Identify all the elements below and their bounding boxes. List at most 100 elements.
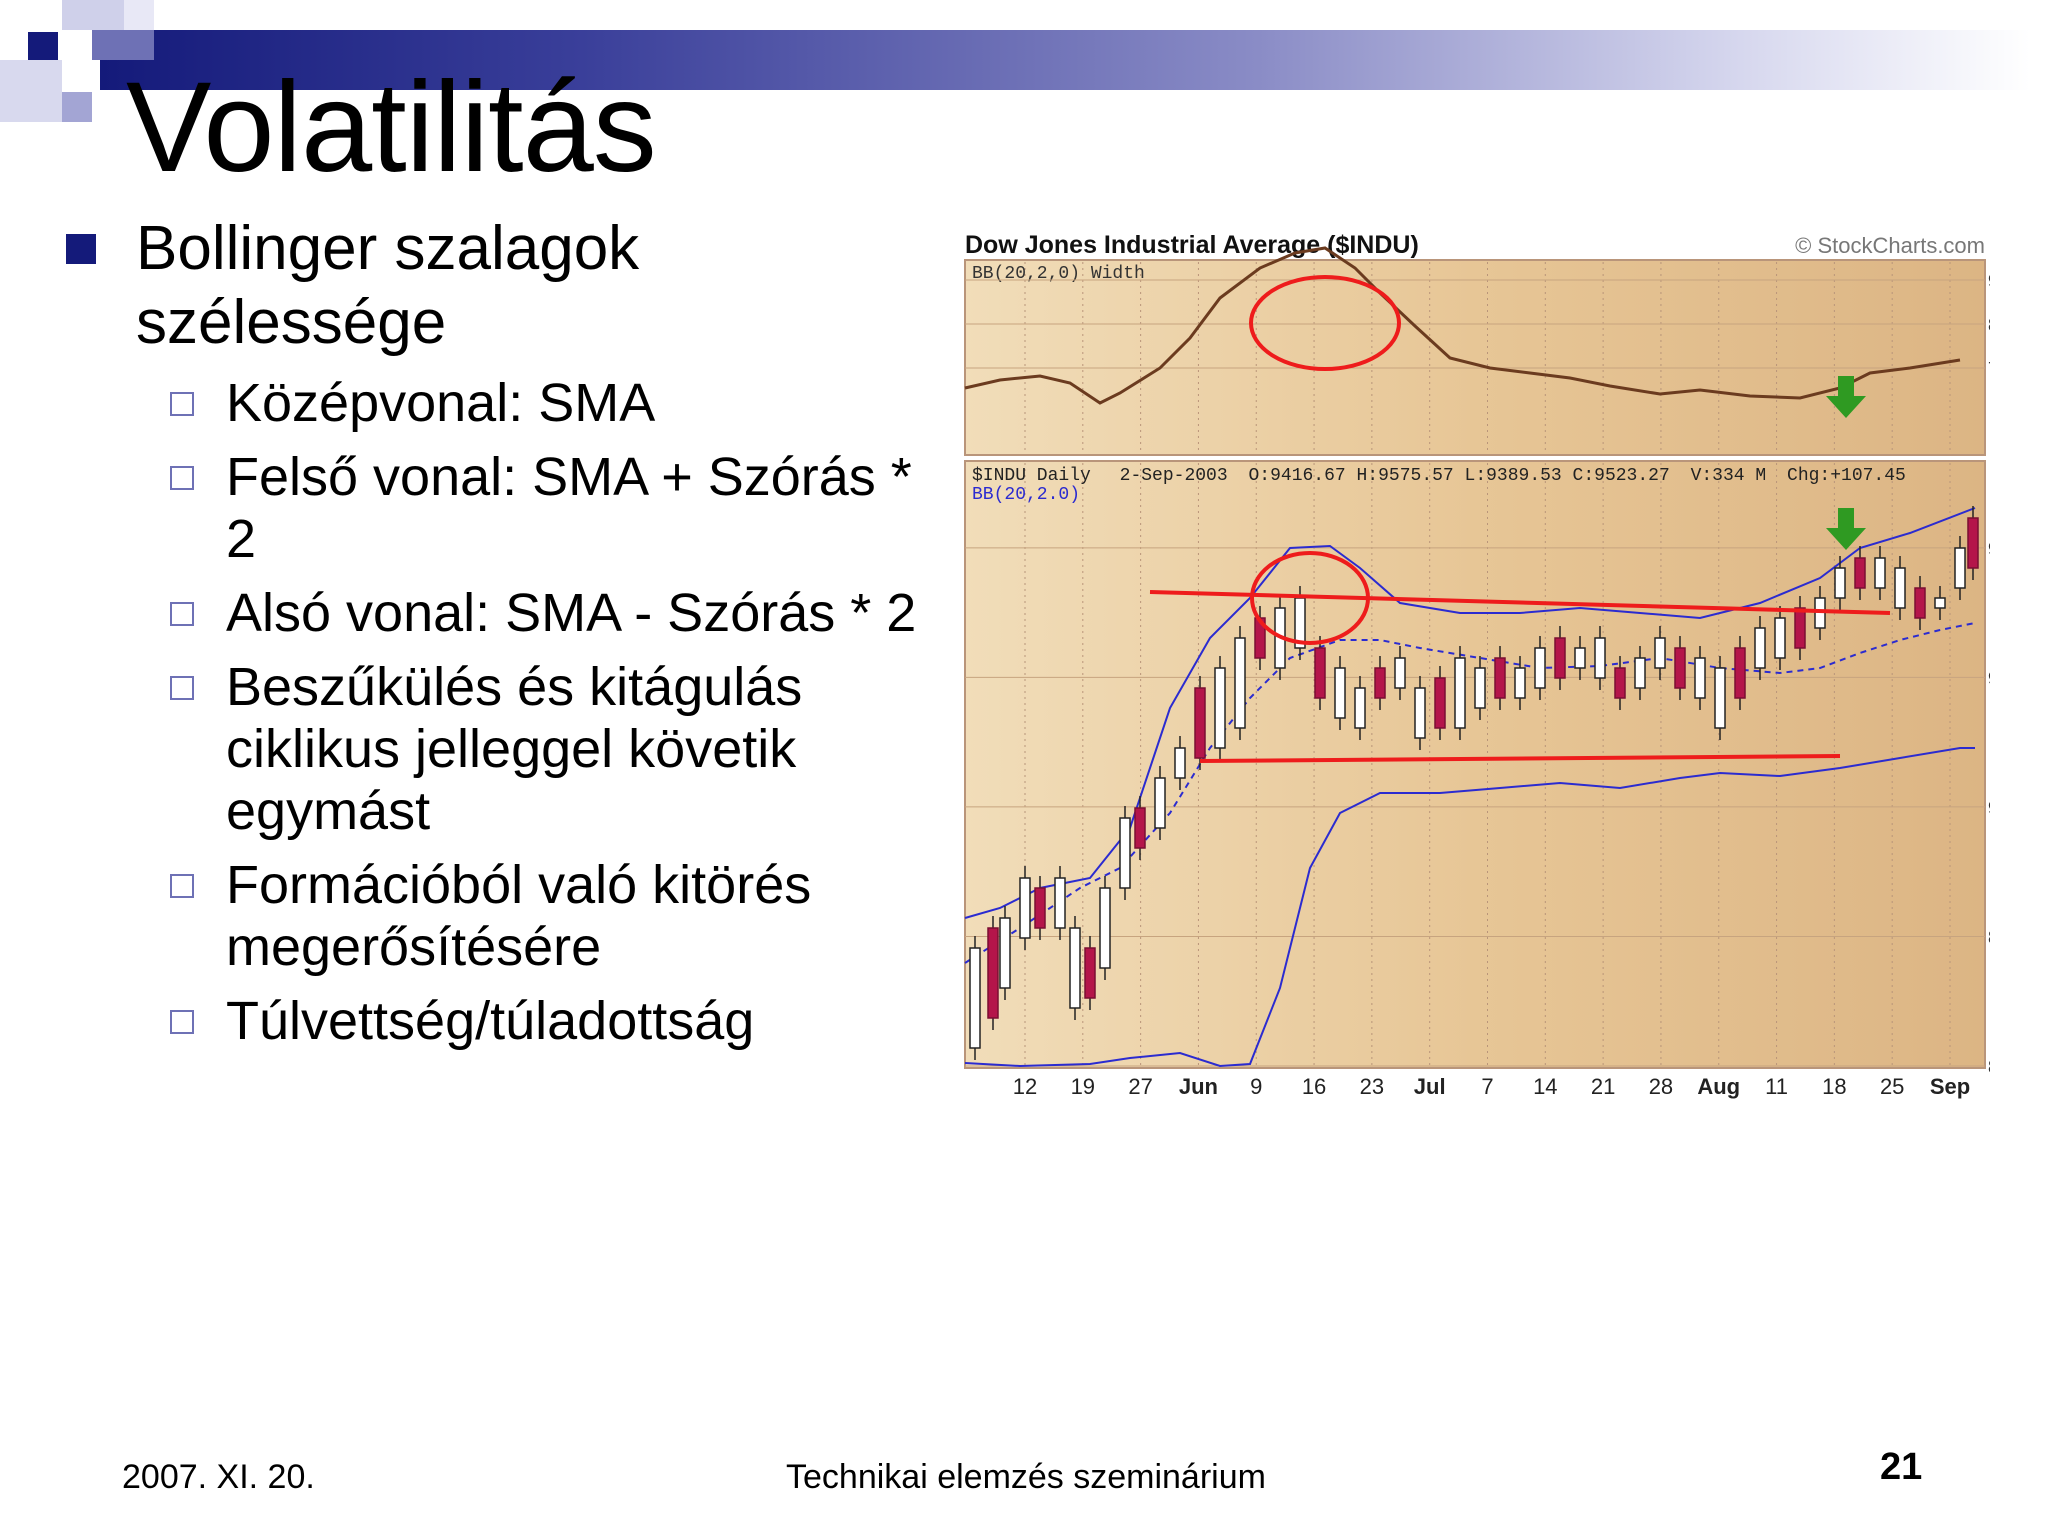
footer-title: Technikai elemzés szeminárium	[786, 1458, 1266, 1496]
candle-body	[1019, 877, 1031, 939]
candle-body	[1714, 667, 1726, 729]
decor-square	[0, 60, 62, 122]
chart-source: © StockCharts.com	[1795, 233, 1985, 258]
candle-body	[1734, 647, 1746, 699]
hollow-square-bullet-icon	[170, 874, 194, 898]
sub-bullet-text: Beszűkülés és kitágulás ciklikus jellegg…	[226, 657, 803, 841]
x-ticks: 12 19 27 Jun 9 16 23 Jul 7 14 21 28 Aug 11 18 25 Sep	[1013, 1074, 1970, 1099]
candle-body	[1119, 817, 1131, 889]
sub-bullet: Felső vonal: SMA + Szórás * 2	[60, 446, 940, 570]
candle-body	[1834, 567, 1846, 599]
upper-panel	[964, 259, 1986, 456]
candle-body	[1534, 647, 1546, 689]
price-panel-label: $INDU Daily 2-Sep-2003 O:9416.67 H:9575.…	[972, 466, 1906, 486]
candle-body	[1794, 607, 1806, 649]
annotation-circle	[1249, 275, 1401, 371]
x-tick-label: 19	[1071, 1074, 1095, 1099]
candle-body	[1894, 567, 1906, 609]
bullet-level1: Bollinger szalagok szélessége	[60, 212, 940, 360]
candle-body	[1874, 557, 1886, 589]
candle-body	[1674, 647, 1686, 689]
candle-body	[1234, 637, 1246, 729]
candle-body	[1394, 657, 1406, 689]
price-panel	[964, 460, 1986, 1069]
bb-middle-band	[964, 622, 1976, 964]
bb-upper-band	[964, 507, 1976, 919]
candle-body	[1694, 657, 1706, 699]
candle-body	[1194, 687, 1206, 759]
price-tick-label: 9500	[1988, 539, 1990, 559]
sub-bullet: Középvonal: SMA	[60, 372, 940, 434]
candle-body	[1314, 647, 1326, 699]
hollow-square-bullet-icon	[170, 466, 194, 490]
candle-body	[1774, 617, 1786, 659]
x-tick-label: 14	[1533, 1074, 1557, 1099]
x-tick-label: Jun	[1179, 1074, 1218, 1099]
x-tick-label: 16	[1302, 1074, 1326, 1099]
hollow-square-bullet-icon	[170, 602, 194, 626]
hollow-square-bullet-icon	[170, 676, 194, 700]
square-bullet-icon	[66, 234, 96, 264]
x-tick-label: 11	[1765, 1074, 1788, 1099]
candle-body	[1634, 657, 1646, 689]
candle-body	[969, 947, 981, 1049]
candle-body	[1354, 687, 1366, 729]
decor-square	[28, 32, 58, 62]
upper-panel-label: BB(20,2,0) Width	[972, 264, 1145, 284]
candle-body	[1594, 637, 1606, 679]
candle-body	[1474, 667, 1486, 709]
title-bar-gradient	[100, 30, 2030, 90]
candle-body	[1084, 947, 1096, 999]
x-tick-label: 9	[1250, 1074, 1262, 1099]
support-line	[1199, 754, 1841, 763]
candle-body	[1654, 637, 1666, 669]
candle-body	[1754, 627, 1766, 669]
resistance-line	[1149, 590, 1891, 615]
candle-body	[1434, 677, 1446, 729]
sub-bullet: Formációból való kitörés megerősítésére	[60, 854, 940, 978]
sub-bullet-text: Túlvettség/túladottság	[226, 991, 755, 1051]
decor-square	[92, 30, 154, 60]
candle-body	[1854, 557, 1866, 589]
slide-title: Volatilitás	[126, 56, 657, 199]
candle-body	[1967, 517, 1979, 569]
candle-body	[1134, 807, 1146, 849]
sub-bullet-text: Formációból való kitörés megerősítésére	[226, 855, 812, 977]
candle-body	[1554, 637, 1566, 679]
x-tick-label: 23	[1360, 1074, 1384, 1099]
page-number: 21	[1880, 1446, 1923, 1488]
bb-lower-band	[964, 747, 1975, 1068]
x-tick-label: Aug	[1697, 1074, 1740, 1099]
decor-square	[124, 0, 154, 30]
x-tick-label: 18	[1822, 1074, 1846, 1099]
x-tick-label: 28	[1649, 1074, 1673, 1099]
candle-body	[1914, 587, 1926, 619]
bullet-text: Bollinger szalagok szélessége	[136, 214, 640, 357]
sub-bullet-text: Középvonal: SMA	[226, 373, 656, 433]
green-arrow-icon	[1826, 376, 1866, 418]
candle-body	[1514, 667, 1526, 699]
bullet-list: Bollinger szalagok szélessége Középvonal…	[60, 212, 940, 1064]
bb-legend: BB(20,2.0)	[972, 485, 1080, 505]
candlesticks	[969, 506, 1979, 1060]
candle-body	[999, 917, 1011, 989]
hollow-square-bullet-icon	[170, 392, 194, 416]
x-tick-label: 21	[1591, 1074, 1615, 1099]
candle-body	[1154, 777, 1166, 829]
x-tick-label: 12	[1013, 1074, 1037, 1099]
green-arrow-icon	[1826, 508, 1866, 550]
x-tick-label: Jul	[1414, 1074, 1446, 1099]
candle-body	[1099, 887, 1111, 969]
price-tick-label: 9000	[1988, 798, 1990, 818]
x-tick-label: 25	[1880, 1074, 1904, 1099]
upper-tick-label: 7.0	[1988, 359, 1990, 379]
candle-body	[1454, 657, 1466, 729]
candle-body	[1214, 667, 1226, 749]
sub-bullet: Beszűkülés és kitágulás ciklikus jellegg…	[60, 656, 940, 842]
candle-body	[987, 927, 999, 1019]
candle-body	[1494, 657, 1506, 699]
annotation-circle	[1250, 551, 1370, 645]
candle-body	[1574, 647, 1586, 669]
candle-body	[1054, 877, 1066, 929]
hollow-square-bullet-icon	[170, 1010, 194, 1034]
